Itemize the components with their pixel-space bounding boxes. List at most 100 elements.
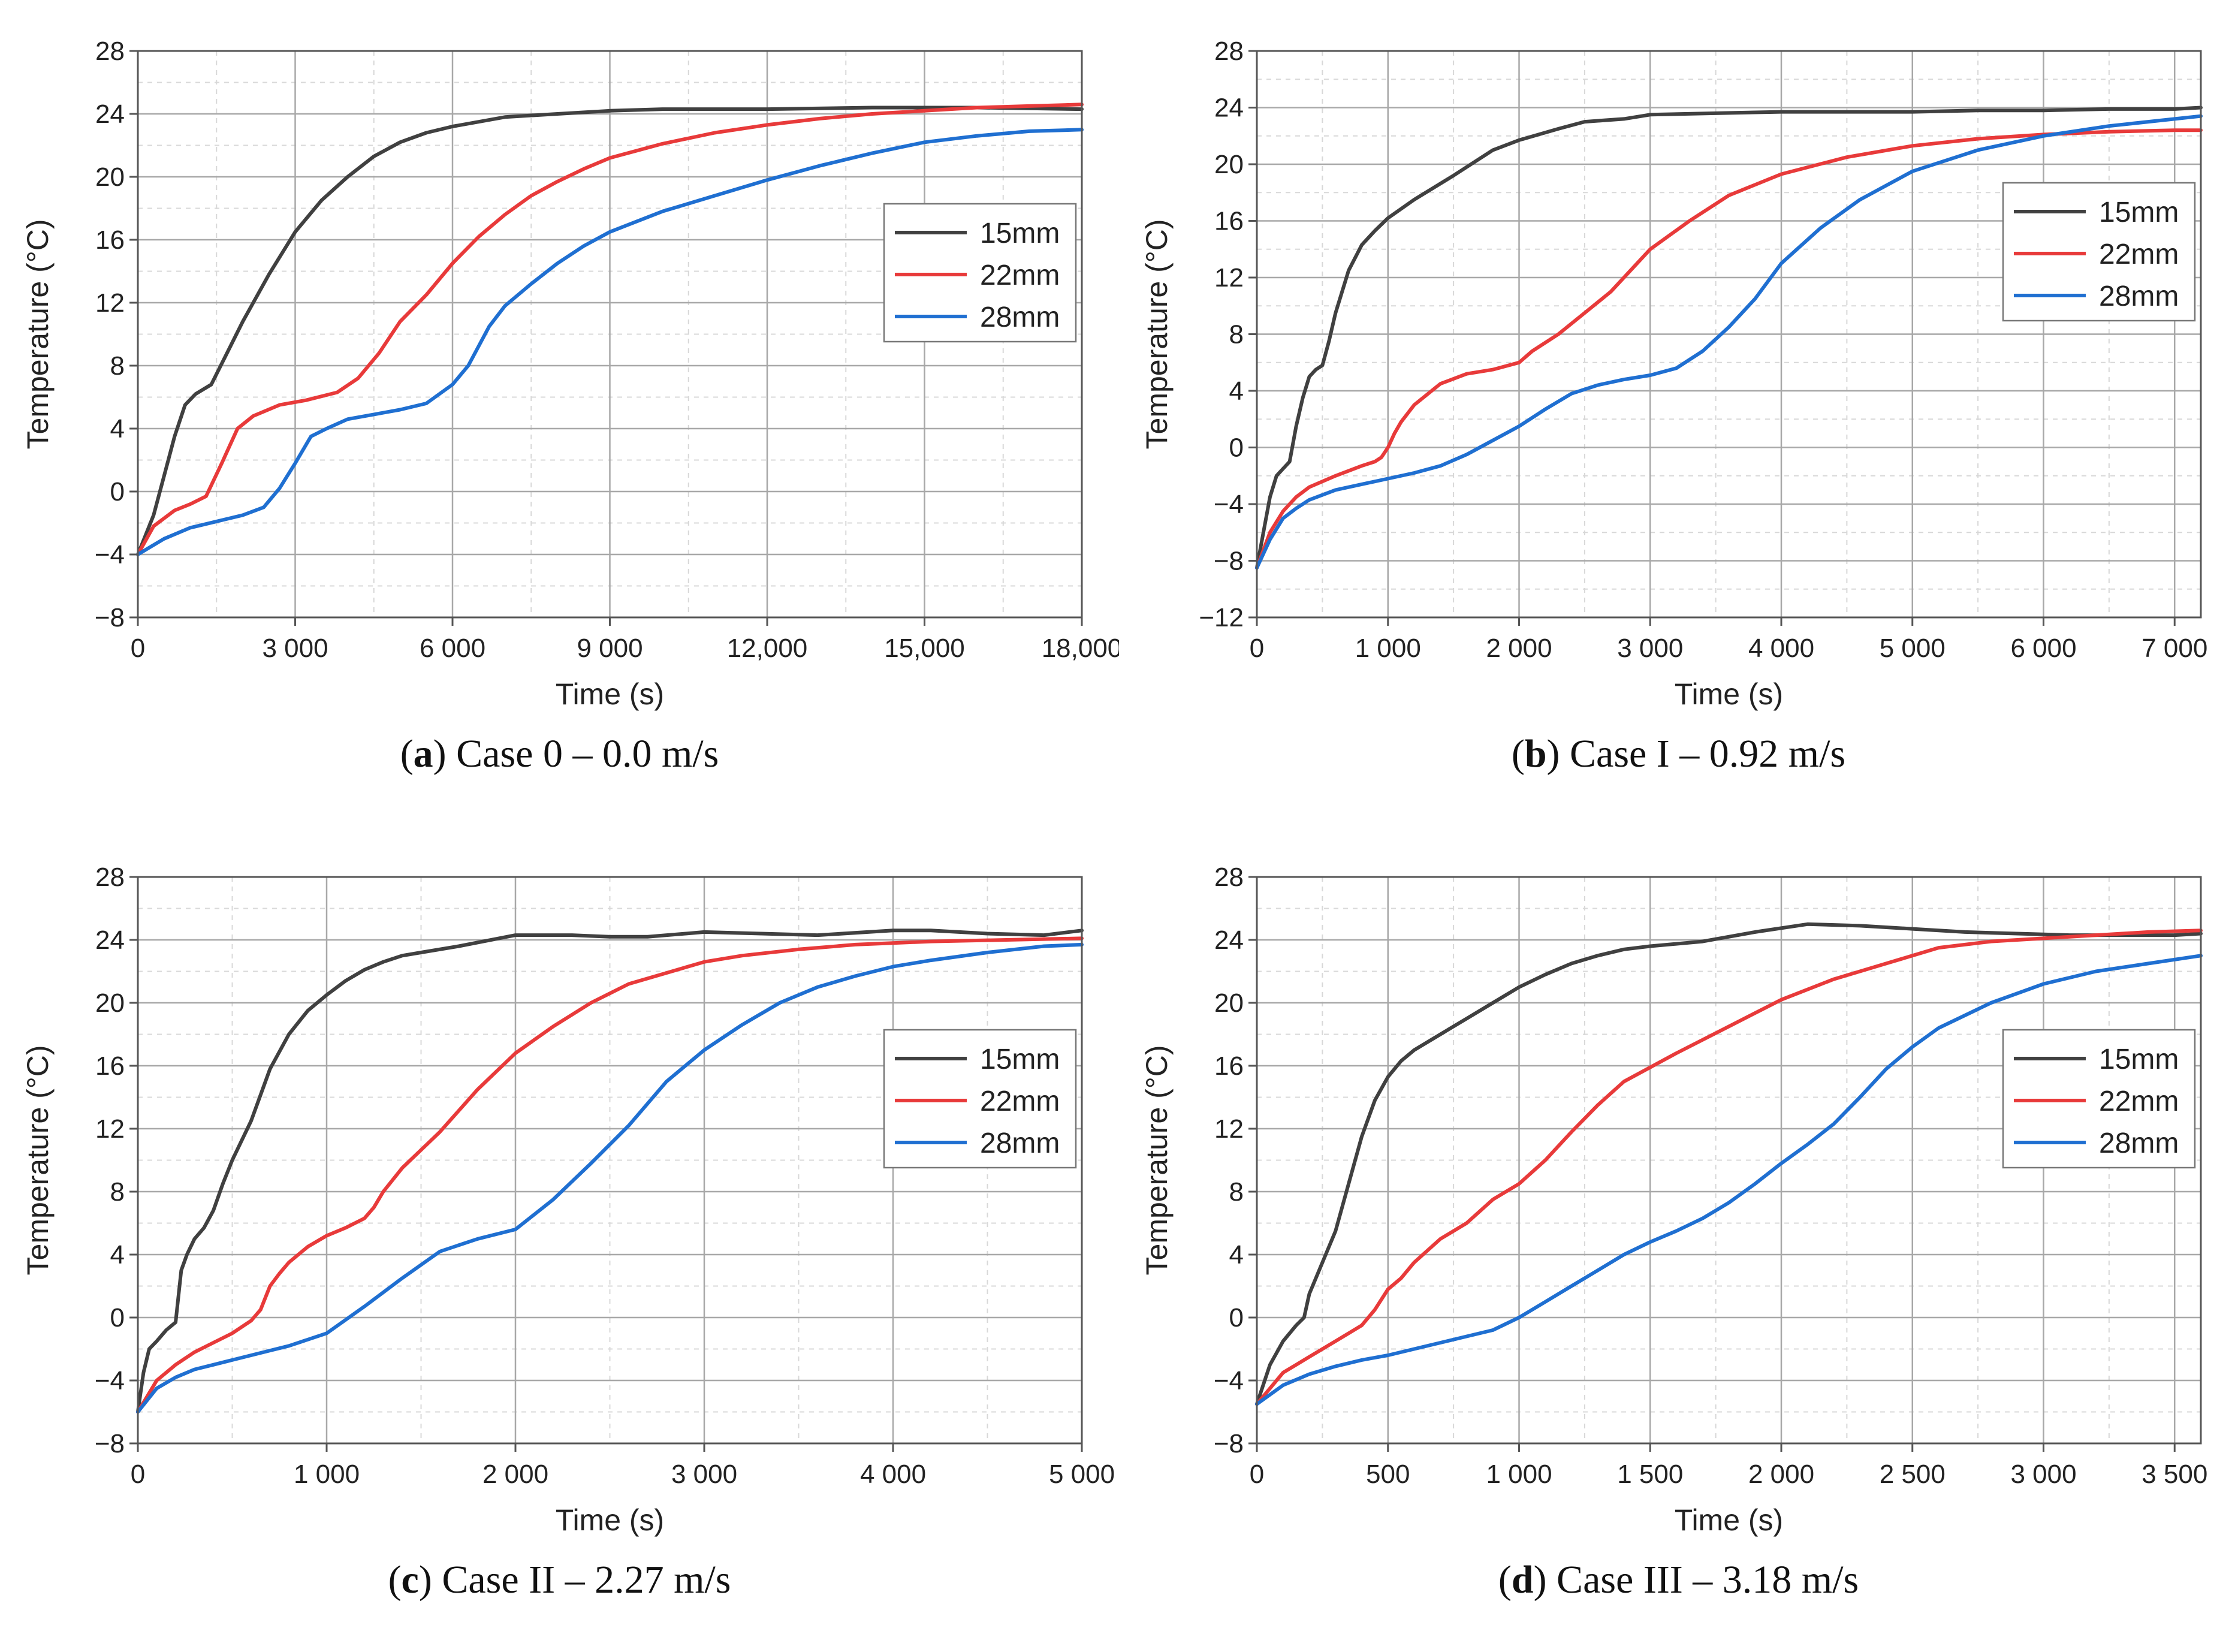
y-tick-label: −4 bbox=[1214, 490, 1244, 519]
y-axis-title: Temperature (°C) bbox=[21, 219, 55, 450]
legend-label-28mm: 28mm bbox=[980, 1128, 1060, 1159]
legend-label-15mm: 15mm bbox=[980, 218, 1060, 249]
x-tick-label: 0 bbox=[131, 634, 145, 663]
y-tick-label: −8 bbox=[1214, 1429, 1244, 1458]
x-tick-label: 2 500 bbox=[1880, 1460, 1946, 1489]
y-tick-label: 8 bbox=[1229, 320, 1244, 349]
x-tick-label: 4 000 bbox=[860, 1460, 926, 1489]
y-tick-label: 0 bbox=[1229, 1303, 1244, 1333]
y-tick-label: 28 bbox=[1214, 37, 1244, 66]
x-tick-label: 0 bbox=[1250, 1460, 1264, 1489]
legend: 15mm 22mm 28mm bbox=[883, 1029, 1077, 1169]
y-tick-label: 16 bbox=[1214, 207, 1244, 236]
series-line-28mm bbox=[1255, 954, 2203, 1406]
x-axis-title: Time (s) bbox=[556, 1503, 664, 1537]
y-tick-label: 20 bbox=[95, 162, 125, 192]
y-tick-label: 4 bbox=[1229, 376, 1244, 406]
x-tick-label: 2 000 bbox=[1486, 634, 1552, 663]
x-axis-title: Time (s) bbox=[1675, 677, 1783, 711]
y-axis-title: Temperature (°C) bbox=[21, 1045, 55, 1276]
series-line-22mm bbox=[1255, 929, 2203, 1406]
y-tick-label: 16 bbox=[95, 1051, 125, 1081]
x-tick-label: 3 000 bbox=[1617, 634, 1683, 663]
chart-panel-b: 0 1 000 2 000 3 000 4 000 5 000 6 000 7 000 −12 −… bbox=[1119, 0, 2238, 826]
x-tick-label: 6 000 bbox=[2010, 634, 2076, 663]
y-tick-label: 0 bbox=[110, 477, 125, 507]
y-tick-label: 20 bbox=[95, 988, 125, 1018]
y-axis-title: Temperature (°C) bbox=[1140, 219, 1174, 450]
plot-frame bbox=[1256, 876, 2202, 1445]
x-axis-title: Time (s) bbox=[556, 677, 664, 711]
x-tick-label: 1 000 bbox=[1355, 634, 1421, 663]
legend-label-22mm: 22mm bbox=[980, 1086, 1060, 1117]
y-tick-label: 8 bbox=[1229, 1177, 1244, 1207]
legend-label-22mm: 22mm bbox=[2099, 1086, 2179, 1117]
y-axis-title: Temperature (°C) bbox=[1140, 1045, 1174, 1276]
x-axis-title: Time (s) bbox=[1675, 1503, 1783, 1537]
series-line-28mm bbox=[136, 942, 1084, 1414]
x-tick-label: 5 000 bbox=[1880, 634, 1946, 663]
x-tick-label: 18,000 bbox=[1042, 634, 1119, 663]
legend-label-28mm: 28mm bbox=[2099, 281, 2179, 312]
x-tick-label: 15,000 bbox=[884, 634, 965, 663]
x-tick-label: 5 000 bbox=[1049, 1460, 1115, 1489]
chart-svg-d: 0 500 1 000 1 500 2 000 2 500 3 000 3 500 −8 −4 0 4… bbox=[1140, 863, 2207, 1537]
x-tick-label: 2 000 bbox=[1748, 1460, 1814, 1489]
legend: 15mm 22mm 28mm bbox=[2002, 182, 2196, 322]
y-tick-label: 8 bbox=[110, 351, 125, 381]
series-line-28mm bbox=[1255, 114, 2203, 570]
y-tick-label: 24 bbox=[1214, 926, 1244, 955]
x-tick-label: 0 bbox=[1250, 634, 1264, 663]
chart-panel-a: 0 3 000 6 000 9 000 12,000 15,000 18,000 −8 −4 0 4… bbox=[0, 0, 1119, 826]
y-tick-label: −8 bbox=[95, 603, 125, 632]
chart-panel-c: 0 1 000 2 000 3 000 4 000 5 000 −8 −4 0 4 8 12 16 20 2… bbox=[0, 826, 1119, 1652]
y-tick-label: 20 bbox=[1214, 988, 1244, 1018]
caption-d: (d) Case III – 3.18 m/s bbox=[1498, 1558, 1859, 1602]
y-tick-label: 8 bbox=[110, 1177, 125, 1207]
x-tick-label: 7 000 bbox=[2142, 634, 2207, 663]
legend: 15mm 22mm 28mm bbox=[2002, 1029, 2196, 1169]
x-tick-label: 6 000 bbox=[420, 634, 485, 663]
x-tick-label: 3 000 bbox=[262, 634, 328, 663]
y-tick-label: 12 bbox=[1214, 1114, 1244, 1144]
y-tick-label: −8 bbox=[95, 1429, 125, 1458]
y-tick-label: −4 bbox=[95, 540, 125, 569]
x-tick-label: 12,000 bbox=[727, 634, 808, 663]
series-line-22mm bbox=[136, 936, 1084, 1414]
legend-label-15mm: 15mm bbox=[980, 1044, 1060, 1075]
y-tick-label: 4 bbox=[1229, 1240, 1244, 1270]
series-line-28mm bbox=[136, 128, 1084, 556]
caption-a: (a) Case 0 – 0.0 m/s bbox=[400, 732, 719, 776]
chart-svg-b: 0 1 000 2 000 3 000 4 000 5 000 6 000 7 000 −12 −… bbox=[1140, 37, 2207, 711]
y-tick-label: −12 bbox=[1199, 603, 1244, 632]
x-tick-label: 0 bbox=[131, 1460, 145, 1489]
x-tick-label: 3 000 bbox=[671, 1460, 737, 1489]
series-line-15mm bbox=[1255, 922, 2203, 1406]
y-tick-label: −8 bbox=[1214, 547, 1244, 576]
y-tick-label: 12 bbox=[95, 288, 125, 318]
y-tick-label: −4 bbox=[1214, 1366, 1244, 1395]
y-tick-label: 28 bbox=[1214, 863, 1244, 892]
y-tick-label: −4 bbox=[95, 1366, 125, 1395]
chart-svg-c: 0 1 000 2 000 3 000 4 000 5 000 −8 −4 0 4 8 12 16 20 2… bbox=[21, 863, 1115, 1537]
legend-label-15mm: 15mm bbox=[2099, 197, 2179, 228]
x-tick-label: 2 000 bbox=[482, 1460, 548, 1489]
x-tick-label: 4 000 bbox=[1748, 634, 1814, 663]
chart-panel-d: 0 500 1 000 1 500 2 000 2 500 3 000 3 500 −8 −4 0 4… bbox=[1119, 826, 2238, 1652]
legend-label-22mm: 22mm bbox=[980, 260, 1060, 291]
y-tick-label: 28 bbox=[95, 863, 125, 892]
x-tick-label: 1 000 bbox=[294, 1460, 360, 1489]
series-line-15mm bbox=[136, 929, 1084, 1414]
chart-svg-a: 0 3 000 6 000 9 000 12,000 15,000 18,000 −8 −4 0 4… bbox=[21, 37, 1119, 711]
legend-label-28mm: 28mm bbox=[2099, 1128, 2179, 1159]
y-tick-label: 0 bbox=[1229, 433, 1244, 463]
series-line-22mm bbox=[136, 103, 1084, 556]
y-tick-label: 0 bbox=[110, 1303, 125, 1333]
y-tick-label: 12 bbox=[95, 1114, 125, 1144]
y-tick-label: 4 bbox=[110, 414, 125, 444]
legend: 15mm 22mm 28mm bbox=[883, 203, 1077, 343]
y-tick-label: 28 bbox=[95, 37, 125, 66]
x-tick-label: 1 000 bbox=[1486, 1460, 1552, 1489]
x-tick-label: 3 000 bbox=[2010, 1460, 2076, 1489]
y-tick-label: 16 bbox=[1214, 1051, 1244, 1081]
